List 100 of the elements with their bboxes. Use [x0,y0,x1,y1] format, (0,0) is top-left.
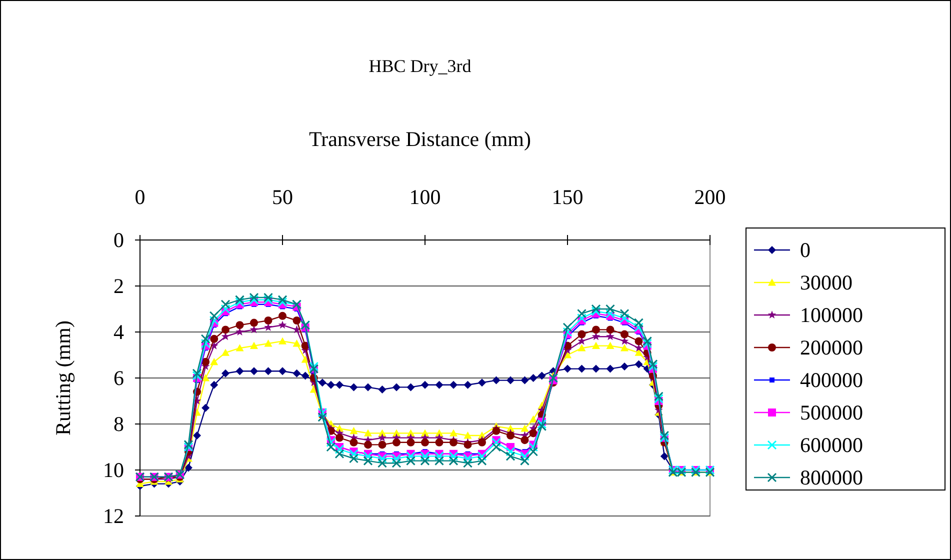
point [620,313,630,323]
point [250,318,258,327]
point [222,326,230,334]
point [249,292,259,302]
point [435,438,444,446]
point [463,454,472,464]
point [349,449,358,459]
y-tick-label: 12 [103,504,124,528]
point [477,451,487,461]
point [278,367,286,376]
point [435,380,444,389]
point [529,374,538,382]
point [506,376,514,384]
legend-label: 0 [800,238,810,262]
point [634,360,643,368]
point [492,438,501,448]
point [378,433,386,442]
point [184,440,194,450]
legend-label: 400000 [800,368,863,392]
point [200,338,210,348]
point [421,438,429,446]
point [660,452,668,460]
point [264,295,273,305]
point [450,380,458,389]
point [448,456,458,466]
point [642,338,652,348]
point [537,419,547,429]
point [578,330,586,338]
point [478,438,486,446]
point [236,367,244,376]
point [529,429,538,438]
point [538,372,546,380]
legend-label: 30000 [800,270,852,294]
point [209,316,219,326]
point [606,304,615,314]
point [336,380,344,389]
point [528,446,538,456]
y-tick-label: 2 [114,274,124,298]
point [309,362,319,372]
legend-label: 100000 [800,303,863,327]
point [648,359,658,369]
point [450,438,458,446]
point [620,344,628,352]
point [278,312,286,320]
point [520,456,530,466]
point [378,458,387,468]
point [292,369,301,378]
point [378,454,387,464]
point [334,449,344,459]
legend-label: 500000 [800,400,863,424]
point [236,321,244,330]
point [318,378,326,387]
point [264,367,272,376]
point [578,364,586,373]
x-tick-label: 100 [409,185,441,209]
legend-label: 200000 [800,336,863,360]
point [660,430,670,440]
point [528,442,538,452]
point [606,308,615,318]
point [506,446,516,456]
point [220,300,230,310]
x-tick-label: 150 [552,185,584,209]
y-tick-label: 10 [103,458,124,482]
point [592,326,600,334]
point [529,415,538,423]
x-axis-title: Transverse Distance (mm) [308,127,532,151]
point [464,380,472,389]
point [292,316,301,324]
point [564,364,572,373]
point [448,451,458,461]
point [326,438,336,448]
point [278,320,287,329]
x-tick-label: 50 [272,185,293,209]
point [250,342,258,349]
point [301,372,310,380]
point [278,337,286,344]
y-tick-label: 6 [114,366,124,390]
point [634,348,643,356]
point [620,362,628,370]
y-tick-label: 4 [114,320,124,344]
point [620,308,630,318]
y-tick-label: 0 [114,228,124,252]
point [326,442,336,452]
point [363,456,373,466]
point [450,429,458,436]
point [520,376,529,384]
point [577,313,586,323]
point [210,380,218,389]
point [200,334,210,344]
point [326,380,335,389]
point [406,456,416,466]
point [363,451,373,461]
point [378,440,386,449]
point [591,304,601,314]
point [606,326,614,334]
point [350,383,358,392]
point [210,358,218,366]
point [648,362,658,372]
x-tick-label: 200 [694,185,726,209]
legend-label: 800000 [800,466,863,490]
